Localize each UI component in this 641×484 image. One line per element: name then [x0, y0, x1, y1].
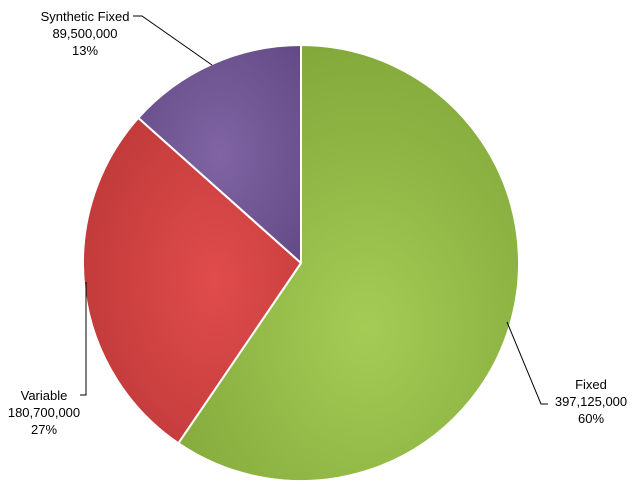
slice-label-variable: Variable: [21, 388, 68, 403]
leader-line-fixed: [506, 321, 548, 405]
slice-value-variable: 180,700,000: [8, 405, 80, 420]
slice-percent-synthetic-fixed: 13%: [72, 43, 98, 58]
slice-label-fixed: Fixed: [575, 377, 607, 392]
data-label-fixed: Fixed 397,125,000 60%: [555, 377, 627, 426]
data-label-variable: Variable 180,700,000 27%: [8, 388, 80, 437]
leader-line-synthetic-fixed: [133, 15, 213, 66]
leader-line-variable: [80, 282, 87, 396]
slice-value-fixed: 397,125,000: [555, 394, 627, 409]
slice-percent-fixed: 60%: [578, 411, 604, 426]
slice-percent-variable: 27%: [31, 422, 57, 437]
pie-slice-variable: [82, 116, 302, 445]
pie-slices: [82, 44, 520, 482]
slice-label-synthetic-fixed: Synthetic Fixed: [41, 9, 130, 24]
slice-value-synthetic-fixed: 89,500,000: [52, 26, 117, 41]
data-label-synthetic-fixed: Synthetic Fixed 89,500,000 13%: [41, 9, 130, 58]
pie-slice-synthetic-fixed: [137, 44, 302, 264]
